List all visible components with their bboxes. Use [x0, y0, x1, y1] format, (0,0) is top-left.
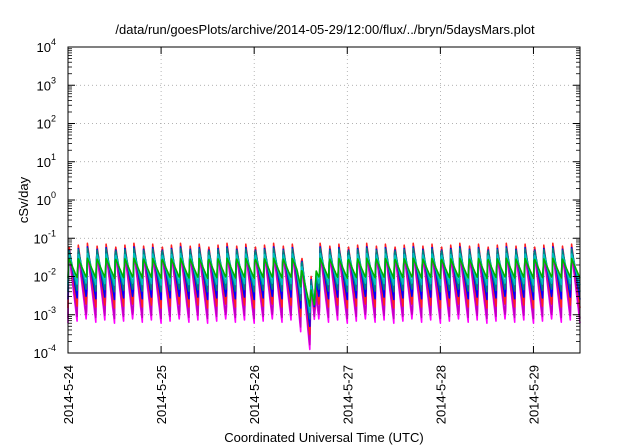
y-tick-label: 100 [37, 190, 56, 208]
y-tick-label: 101 [37, 152, 56, 170]
y-tick-label: 103 [37, 75, 56, 93]
x-axis-label: Coordinated Universal Time (UTC) [224, 430, 423, 445]
x-tick-label: 2014-5-27 [340, 365, 355, 424]
ticks [67, 46, 580, 354]
x-tick-label: 2014-5-28 [433, 365, 448, 424]
x-tick-label: 2014-5-29 [526, 365, 541, 424]
y-tick-label: 10-1 [34, 228, 56, 246]
series-line [67, 257, 581, 307]
x-tick-label: 2014-5-24 [61, 365, 76, 424]
y-tick-label: 104 [37, 37, 56, 55]
y-axis-label: cSv/day [16, 176, 31, 223]
chart-title: /data/run/goesPlots/archive/2014-05-29/1… [115, 22, 535, 37]
y-tick-label: 10-2 [34, 267, 56, 285]
x-tick-label: 2014-5-25 [154, 365, 169, 424]
y-tick-labels: 10-4 10-3 10-2 10-1 100 101 102 103 104 [34, 37, 56, 361]
y-tick-label: 102 [37, 114, 56, 132]
x-tick-labels: 2014-5-24 2014-5-25 2014-5-26 2014-5-27 2014… [61, 365, 541, 424]
y-tick-label: 10-3 [34, 305, 56, 323]
x-tick-label: 2014-5-26 [247, 365, 262, 424]
series-layer [67, 242, 581, 351]
y-tick-label: 10-4 [34, 343, 56, 361]
